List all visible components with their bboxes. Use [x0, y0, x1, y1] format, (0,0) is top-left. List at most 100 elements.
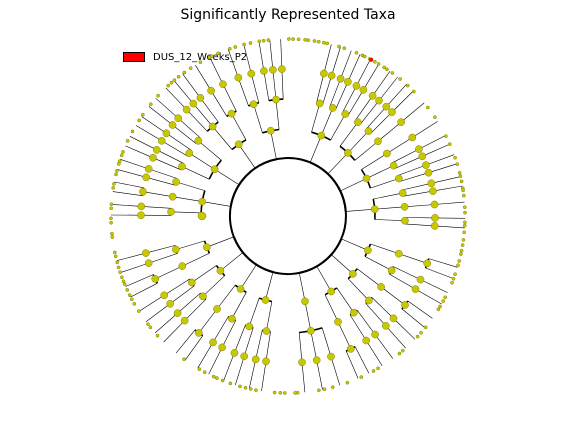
taxon-node: [211, 374, 216, 379]
taxon-node: [352, 82, 361, 90]
taxon-node: [155, 333, 160, 338]
taxon-node: [373, 60, 377, 64]
taxon-node: [119, 153, 124, 158]
taxon-node: [457, 259, 462, 263]
taxon-node: [398, 77, 402, 81]
taxon-node: [228, 314, 236, 323]
taxon-node: [196, 94, 205, 102]
taxon-node: [114, 172, 118, 177]
branch-line: [316, 360, 323, 390]
branch-line: [240, 264, 257, 290]
branch-line: [347, 130, 369, 154]
taxon-node: [187, 278, 196, 287]
branch-line: [401, 308, 426, 329]
branch-line: [364, 256, 392, 271]
taxon-node: [401, 216, 409, 225]
taxon-node: [462, 230, 467, 235]
branch-line: [148, 168, 178, 179]
taxon-node: [415, 145, 423, 153]
branch-line: [163, 320, 185, 343]
branch-line: [125, 145, 154, 159]
taxon-node: [327, 71, 336, 80]
branch-line: [197, 342, 214, 369]
taxon-node: [433, 115, 437, 119]
taxon-node: [390, 71, 395, 75]
taxon-node: [344, 149, 352, 157]
taxon-node: [109, 216, 113, 221]
branch-line: [412, 121, 438, 138]
taxon-node: [344, 78, 352, 86]
taxon-node: [341, 110, 350, 118]
branch-line: [255, 330, 263, 360]
branch-line: [235, 356, 245, 386]
taxon-node: [129, 297, 134, 302]
taxon-node: [220, 378, 225, 383]
branch-line: [316, 266, 332, 292]
taxon-node: [337, 44, 341, 49]
taxon-node: [249, 100, 258, 108]
taxon-node: [444, 134, 448, 138]
branch-line: [265, 331, 271, 362]
taxon-node: [242, 42, 246, 47]
branch-line: [175, 240, 205, 250]
taxon-node: [174, 114, 182, 122]
branch-line: [261, 361, 267, 392]
branch-line: [420, 279, 448, 293]
branch-line: [330, 113, 346, 141]
taxon-node: [419, 330, 423, 335]
branch-line: [422, 143, 450, 157]
taxon-node: [156, 93, 160, 98]
branch-line: [365, 340, 383, 367]
clade-arc: [232, 236, 274, 273]
branch-line: [155, 98, 179, 119]
taxon-node: [459, 248, 464, 253]
taxon-node: [385, 67, 389, 72]
taxon-node: [209, 338, 217, 347]
taxon-node: [349, 270, 357, 278]
taxon-node: [261, 296, 270, 304]
taxon-node: [178, 162, 186, 171]
branch-line: [189, 152, 215, 170]
taxon-node: [374, 137, 382, 146]
branch-line: [349, 314, 367, 341]
taxon-node: [194, 329, 203, 337]
taxon-node: [208, 122, 217, 131]
taxon-node: [457, 170, 462, 175]
branch-line: [322, 75, 332, 105]
branch-line: [400, 102, 425, 123]
taxon-node: [266, 126, 275, 135]
taxon-node: [213, 305, 221, 313]
taxon-node: [115, 168, 119, 173]
taxon-node: [136, 309, 141, 313]
branch-line: [181, 166, 210, 180]
branch-line: [329, 78, 341, 107]
taxon-node: [368, 92, 377, 100]
taxon-node: [306, 38, 311, 43]
taxon-node: [172, 178, 180, 186]
branch-line: [263, 70, 270, 101]
branch-line: [403, 190, 433, 197]
taxon-node: [389, 314, 398, 323]
taxon-node: [120, 275, 124, 280]
taxon-node: [218, 343, 226, 352]
taxon-node: [157, 136, 166, 145]
taxon-node: [248, 41, 253, 45]
branch-line: [120, 262, 149, 273]
taxon-node: [387, 266, 396, 275]
taxon-node: [118, 270, 122, 274]
taxon-node: [453, 155, 457, 160]
branch-line: [212, 316, 229, 343]
branch-line: [374, 334, 394, 359]
branch-line: [141, 206, 172, 209]
branch-line: [373, 192, 403, 200]
branch-line: [378, 76, 398, 101]
branch-line: [191, 265, 217, 283]
branch-line: [386, 137, 413, 154]
taxon-node: [376, 366, 380, 371]
branch-line: [193, 103, 213, 127]
taxon-node: [416, 275, 425, 284]
taxon-node: [262, 357, 270, 366]
taxon-node: [459, 179, 464, 184]
branch-line: [281, 69, 284, 100]
